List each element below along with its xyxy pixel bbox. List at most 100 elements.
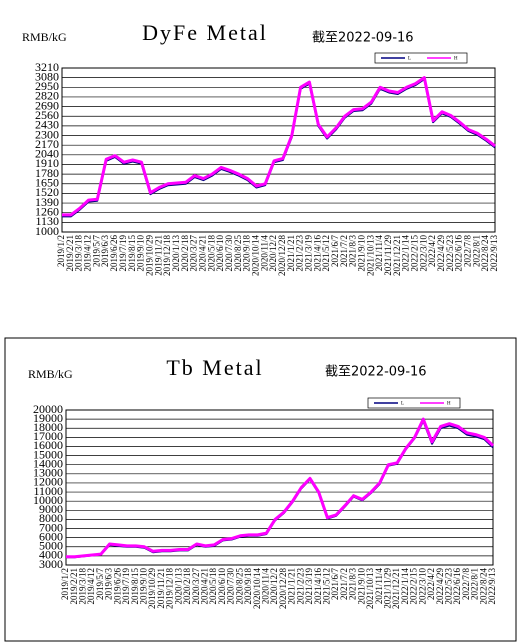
- y-tick-label: 1260: [35, 204, 59, 218]
- y-tick-label: 2300: [35, 127, 59, 141]
- x-tick-label: 2020/1/13: [173, 568, 183, 605]
- plot-area: [65, 409, 494, 566]
- x-tick-label: 2022/4/29: [435, 568, 445, 605]
- x-tick-label: 2020/12/2: [268, 235, 278, 272]
- x-tick-label: 2020/7/30: [226, 568, 236, 605]
- x-tick-label: 2021/4/16: [313, 568, 323, 605]
- x-tick-label: 2022/4/29: [436, 235, 446, 272]
- x-tick-label: 2022/9/13: [487, 568, 497, 605]
- x-tick-label: 2019/9/10: [138, 568, 148, 605]
- x-tick-label: 2019/12/18: [162, 235, 172, 277]
- x-tick-label: 2019/1/2: [56, 235, 66, 267]
- x-tick-label: 2022/4/2: [427, 235, 437, 267]
- x-tick-label: 2020/2/18: [182, 568, 192, 605]
- chart-subtitle: 截至2022-09-16: [325, 365, 427, 380]
- y-tick-label: 5000: [39, 539, 63, 553]
- y-tick-label: 20000: [33, 402, 63, 416]
- x-tick-label: 2021/2/23: [295, 235, 305, 272]
- x-tick-label: 2022/8/24: [480, 235, 490, 272]
- x-tick-label: 2020/4/21: [197, 235, 207, 272]
- x-tick-label: 2022/4/2: [426, 568, 436, 600]
- x-tick-label: 2019/4/12: [83, 235, 93, 272]
- x-tick-label: 2021/7/2: [339, 235, 349, 267]
- x-tick-label: 2019/5/7: [95, 568, 105, 601]
- y-tick-label: 17000: [33, 429, 63, 443]
- y-tick-label: 14000: [33, 456, 63, 470]
- x-tick-label: 2019/4/12: [86, 568, 96, 605]
- x-tick-label: 2020/3/27: [189, 235, 199, 272]
- x-tick-label: 2022/1/14: [401, 235, 411, 272]
- series-line: [62, 76, 496, 217]
- x-tick-label: 2022/3/10: [418, 235, 428, 272]
- x-tick-label: 2022/2/15: [410, 235, 420, 272]
- x-tick-label: 2021/1/21: [286, 235, 296, 272]
- legend-label: H: [454, 57, 458, 62]
- x-tick-label: 2021/3/19: [303, 235, 313, 272]
- x-tick-label: 2019/6/26: [112, 568, 122, 605]
- chart-title: DyFe Metal: [142, 20, 268, 45]
- y-tick-label: 3000: [39, 557, 63, 571]
- y-tick-label: 1910: [35, 156, 59, 170]
- x-tick-label: 2021/12/21: [391, 568, 401, 609]
- x-tick-label: 2019/6/26: [109, 235, 119, 272]
- x-tick-label: 2020/5/18: [208, 568, 218, 605]
- x-tick-label: 2020/12/28: [278, 568, 288, 610]
- x-tick-label: 2019/6/3: [100, 235, 110, 268]
- y-tick-label: 9000: [39, 502, 63, 516]
- y-tick-label: 3210: [35, 60, 59, 74]
- x-tick-label: 2019/7/19: [118, 235, 128, 272]
- x-tick-label: 2021/4/16: [312, 235, 322, 272]
- x-tick-label: 2022/7/8: [463, 235, 473, 268]
- x-tick-label: 2020/10/14: [250, 235, 260, 277]
- x-tick-label: 2019/3/18: [74, 235, 84, 272]
- y-tick-label: 10000: [33, 493, 63, 507]
- x-tick-label: 2019/7/19: [121, 568, 131, 605]
- x-tick-label: 2019/11/21: [153, 235, 163, 276]
- y-tick-label: 2950: [35, 79, 59, 93]
- x-tick-label: 2021/1/21: [287, 568, 297, 605]
- y-tick-label: 2690: [35, 98, 59, 112]
- y-tick-label: 2560: [35, 108, 59, 122]
- legend-box: [367, 397, 461, 409]
- legend-label: H: [447, 402, 451, 407]
- x-tick-label: 2019/5/7: [91, 235, 101, 268]
- x-tick-label: 2022/1/14: [400, 568, 410, 605]
- y-tick-label: 4000: [39, 548, 63, 562]
- x-tick-label: 2020/6/10: [217, 568, 227, 605]
- x-tick-label: 2021/9/10: [357, 235, 367, 272]
- x-tick-label: 2019/3/18: [77, 568, 87, 605]
- y-tick-label: 19000: [33, 411, 63, 425]
- x-tick-label: 2019/8/15: [127, 235, 137, 272]
- x-tick-label: 2021/5/12: [321, 235, 331, 272]
- legend-label: L: [408, 57, 411, 62]
- y-tick-label: 18000: [33, 420, 63, 434]
- y-tick-label: 13000: [33, 466, 63, 480]
- x-tick-label: 2020/8/25: [234, 568, 244, 605]
- x-tick-label: 2022/9/13: [489, 235, 499, 272]
- y-tick-label: 1130: [35, 214, 59, 228]
- x-tick-label: 2021/11/29: [383, 235, 393, 276]
- x-tick-label: 2020/1/13: [171, 235, 181, 272]
- x-tick-label: 2019/10/29: [144, 235, 154, 277]
- x-tick-label: 2020/9/18: [242, 235, 252, 272]
- x-tick-label: 2022/8/1: [470, 568, 480, 600]
- x-tick-label: 2020/3/27: [191, 568, 201, 605]
- x-tick-label: 2021/6/7: [330, 568, 340, 601]
- y-tick-label: 2040: [35, 147, 59, 161]
- x-tick-label: 2021/8/3: [348, 235, 358, 268]
- y-tick-label: 6000: [39, 529, 63, 543]
- x-tick-label: 2019/12/18: [165, 568, 175, 610]
- x-tick-label: 2021/11/4: [374, 235, 384, 272]
- x-tick-label: 2020/12/2: [269, 568, 279, 605]
- x-tick-label: 2019/9/10: [136, 235, 146, 272]
- chart-title: Tb Metal: [166, 355, 263, 380]
- y-tick-label: 15000: [33, 447, 63, 461]
- x-tick-label: 2021/11/4: [374, 568, 384, 605]
- x-tick-label: 2019/6/3: [104, 568, 114, 601]
- x-tick-label: 2019/10/29: [147, 568, 157, 610]
- y-tick-label: 1390: [35, 195, 59, 209]
- y-tick-label: 1780: [35, 166, 59, 180]
- y-tick-label: 7000: [39, 520, 63, 534]
- legend-label: L: [401, 402, 404, 407]
- x-tick-label: 2022/8/1: [471, 235, 481, 267]
